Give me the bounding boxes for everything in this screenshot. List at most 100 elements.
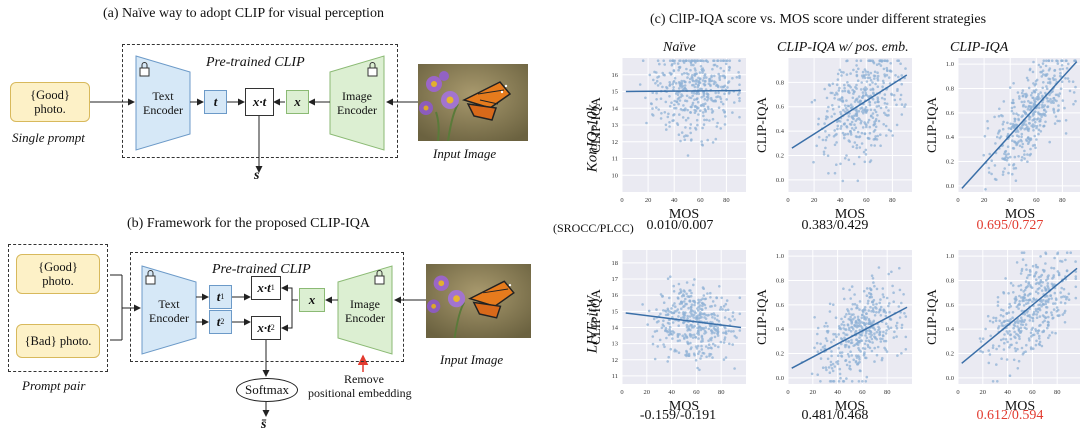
data-point: [680, 290, 683, 293]
y-tick-label: 0.0: [946, 375, 954, 382]
data-point: [690, 303, 694, 307]
data-point: [836, 78, 840, 81]
data-point: [999, 338, 1003, 342]
data-point: [1067, 292, 1071, 296]
data-point: [1047, 315, 1050, 319]
data-point: [859, 121, 863, 125]
data-point: [1064, 77, 1067, 80]
data-point: [831, 91, 834, 95]
data-point: [832, 332, 835, 336]
data-point: [666, 115, 670, 119]
data-point: [838, 372, 842, 376]
data-point: [1020, 145, 1024, 149]
data-point: [812, 160, 815, 164]
data-point: [715, 318, 719, 322]
data-point: [657, 108, 660, 111]
data-point: [1064, 119, 1068, 122]
data-point: [693, 310, 696, 314]
data-point: [680, 86, 684, 89]
regression-line: [961, 61, 1078, 189]
data-point: [1046, 300, 1050, 304]
data-point: [854, 324, 857, 328]
data-point: [738, 296, 742, 300]
x-tick-label: 60: [859, 389, 866, 396]
data-point: [1036, 331, 1040, 335]
data-point: [1055, 59, 1058, 62]
data-point: [670, 307, 673, 310]
data-point: [1015, 298, 1018, 301]
data-point: [719, 66, 722, 70]
data-point: [666, 360, 669, 363]
data-point: [696, 59, 700, 62]
data-point: [870, 337, 874, 341]
data-point: [719, 127, 722, 130]
data-point: [892, 336, 896, 339]
data-point: [995, 135, 999, 139]
data-point: [1005, 153, 1008, 156]
regression-line: [791, 74, 908, 149]
data-point: [711, 300, 715, 303]
data-point: [668, 328, 671, 331]
data-point: [852, 117, 855, 121]
data-point: [1020, 329, 1023, 333]
data-point: [873, 335, 876, 338]
data-point: [867, 95, 870, 98]
dot-product-2: x·t 2: [251, 316, 281, 340]
data-point: [840, 124, 843, 128]
data-point: [1009, 337, 1013, 341]
data-point: [1018, 300, 1021, 303]
x-axis-label: MOS: [669, 399, 699, 414]
prompt-pair-frame: [8, 244, 108, 372]
data-point: [659, 82, 662, 85]
score-s-bar: s̄: [261, 417, 267, 432]
data-point: [702, 95, 705, 98]
data-point: [723, 111, 726, 114]
y-tick-label: 1.0: [946, 253, 954, 260]
data-point: [1040, 70, 1043, 74]
data-point: [989, 334, 992, 338]
data-point: [727, 80, 731, 83]
data-point: [863, 108, 867, 112]
data-point: [880, 96, 884, 100]
data-point: [682, 87, 686, 91]
data-point: [686, 340, 689, 344]
y-tick-label: 10: [612, 172, 619, 179]
data-point: [1074, 296, 1078, 300]
data-point: [1029, 152, 1032, 156]
data-point: [676, 334, 680, 337]
data-point: [886, 325, 890, 328]
data-point: [684, 311, 687, 314]
data-point: [900, 352, 903, 355]
data-point: [1037, 276, 1041, 279]
data-point: [851, 317, 855, 321]
data-point: [714, 324, 718, 328]
data-point: [685, 59, 688, 62]
data-point: [882, 330, 885, 334]
data-point: [872, 91, 875, 95]
data-point: [845, 125, 849, 129]
data-point: [1050, 313, 1054, 317]
data-point: [713, 313, 716, 317]
data-point: [1012, 291, 1015, 294]
data-point: [874, 82, 877, 86]
data-point: [675, 100, 678, 103]
data-point: [863, 342, 867, 346]
data-point: [1037, 128, 1041, 132]
data-point: [823, 122, 826, 125]
data-point: [1015, 341, 1018, 345]
data-point: [691, 336, 695, 339]
data-point: [1052, 308, 1056, 311]
data-point: [1054, 297, 1058, 300]
x-tick-label: 60: [697, 197, 704, 204]
data-point: [998, 319, 1001, 323]
data-point: [1051, 277, 1054, 280]
data-point: [1006, 145, 1010, 148]
data-point: [1015, 332, 1018, 336]
data-point: [876, 77, 879, 80]
data-point: [1052, 316, 1055, 320]
data-point: [1044, 289, 1047, 292]
data-point: [830, 115, 833, 118]
data-point: [1012, 147, 1016, 150]
data-point: [997, 130, 1001, 133]
data-point: [723, 92, 726, 96]
